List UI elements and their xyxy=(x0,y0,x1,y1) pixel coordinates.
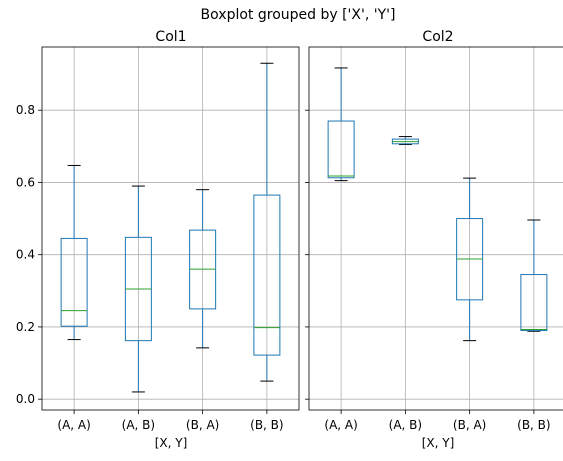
x-tick-label: (A, A) xyxy=(324,418,357,432)
box-iqr xyxy=(520,274,548,332)
figure-title: Boxplot grouped by ['X', 'Y'] xyxy=(201,7,396,23)
x-tick-label: (B, A) xyxy=(186,418,219,432)
panel-title-col2: Col2 xyxy=(422,29,453,45)
box-iqr xyxy=(60,237,88,327)
y-tick-label: 0.4 xyxy=(16,248,35,262)
box-plot-3 xyxy=(456,177,484,342)
box-plot-2 xyxy=(124,185,152,393)
plot-area-col2: (A, A) (A, B) (B, A) (B, B) xyxy=(305,46,563,432)
axes-frame xyxy=(308,46,563,411)
y-tick-label: 0.2 xyxy=(16,320,35,334)
y-tick-label: 0.6 xyxy=(16,175,35,189)
x-tick-label: (A, A) xyxy=(57,418,90,432)
box-plot-1 xyxy=(327,67,355,182)
box-plot-4 xyxy=(520,219,548,332)
x-axis-label-col2: [X, Y] xyxy=(422,436,455,450)
x-tick-label: (B, A) xyxy=(453,418,486,432)
y-tick-label: 0.8 xyxy=(16,103,35,117)
box-plot-2 xyxy=(391,136,419,146)
x-tick-label: (A, B) xyxy=(389,418,422,432)
x-tick-label: (B, B) xyxy=(517,418,550,432)
x-tick-label: (B, B) xyxy=(250,418,283,432)
box-iqr xyxy=(253,194,281,356)
box-plot-3 xyxy=(189,189,217,349)
axes-frame xyxy=(41,46,300,411)
x-axis-label-col1: [X, Y] xyxy=(155,436,188,450)
box-iqr xyxy=(327,120,355,179)
plot-area-col1: 0.0 0.2 0.4 0.6 0.8 (A, A) (A, B) (B, A) (B, B) xyxy=(16,46,300,432)
panel-col2: Col2 (A, A) (A, B) (B, A) (B, B) [X, Y] xyxy=(305,29,563,450)
box-plot-1 xyxy=(60,164,88,341)
panel-col1: Col1 0.0 0.2 0.4 0.6 0.8 (A, A) (A, B) (B, A) (B… xyxy=(16,29,300,450)
panel-title-col1: Col1 xyxy=(155,29,186,45)
x-tick-label: (A, B) xyxy=(122,418,155,432)
box-plot-4 xyxy=(253,62,281,382)
y-tick-label: 0.0 xyxy=(16,392,35,406)
